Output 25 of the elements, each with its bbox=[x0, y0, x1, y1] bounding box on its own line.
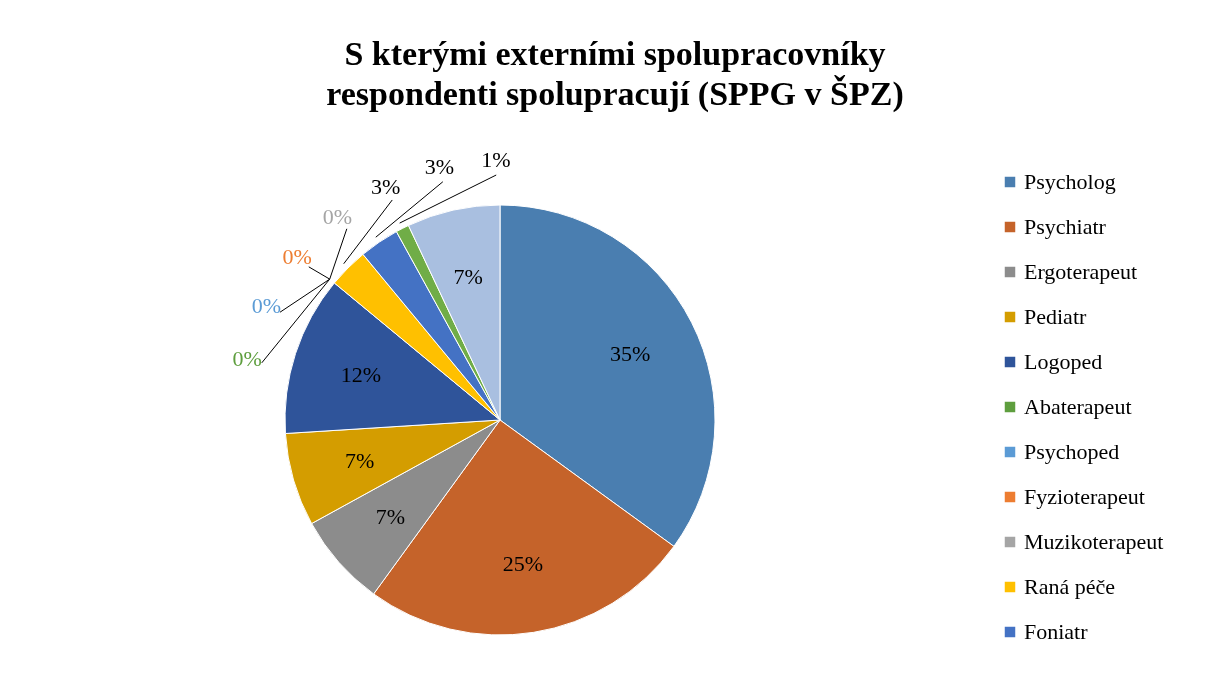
legend-label: Psychiatr bbox=[1024, 214, 1107, 239]
legend-label: Psycholog bbox=[1024, 169, 1116, 194]
legend-label: Abaterapeut bbox=[1024, 394, 1132, 419]
data-label: 7% bbox=[375, 503, 405, 529]
data-label: 7% bbox=[344, 447, 375, 473]
legend-label: Muzikoterapeut bbox=[1024, 529, 1164, 554]
data-label: 25% bbox=[502, 551, 544, 577]
legend-label: Pediatr bbox=[1024, 304, 1087, 329]
legend-label: Foniatr bbox=[1024, 619, 1089, 644]
legend-label: Raná péče bbox=[1024, 574, 1115, 599]
data-label: 1% bbox=[481, 147, 511, 173]
data-label: 12% bbox=[340, 361, 382, 387]
legend-label: Psychoped bbox=[1024, 439, 1120, 464]
legend-label: Fyzioterapeut bbox=[1024, 484, 1145, 509]
data-label: 3% bbox=[370, 173, 401, 199]
legend-label: Logoped bbox=[1024, 349, 1103, 374]
data-label: 3% bbox=[424, 154, 455, 180]
data-label: 7% bbox=[453, 264, 483, 290]
text: 0% bbox=[282, 244, 312, 270]
text: 0% bbox=[251, 292, 282, 318]
text: 0% bbox=[232, 346, 262, 372]
data-label: 35% bbox=[610, 340, 651, 366]
chart-title: S kterými externími spolupracovníky respondenti spolupracují (SPPG v ŠPZ) bbox=[326, 35, 904, 113]
legend-label: Ergoterapeut bbox=[1024, 259, 1138, 284]
text: 0% bbox=[322, 204, 353, 230]
